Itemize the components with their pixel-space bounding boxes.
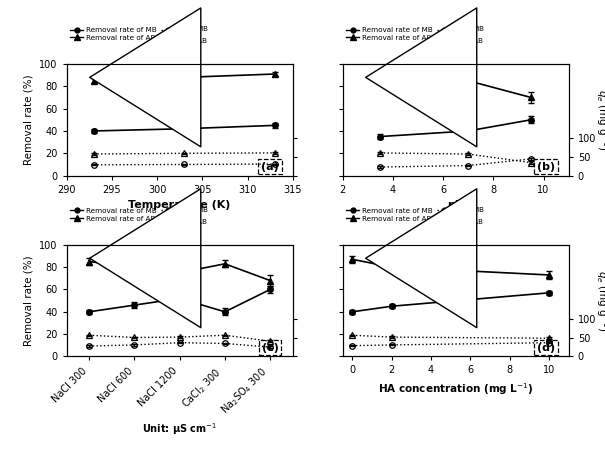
X-axis label: HA concentration (mg L$^{-1}$): HA concentration (mg L$^{-1}$): [378, 381, 534, 397]
Y-axis label: $q_e$ (mg g$^{-1}$): $q_e$ (mg g$^{-1}$): [594, 89, 605, 150]
Y-axis label: Removal rate (%): Removal rate (%): [24, 255, 34, 346]
Legend: Removal rate of MB, Removal rate of AB, $q_e$ of MB, $q_e$ of AB: Removal rate of MB, Removal rate of AB, …: [346, 206, 485, 228]
X-axis label: pH: pH: [447, 200, 464, 210]
Y-axis label: Removal rate (%): Removal rate (%): [24, 74, 34, 165]
Legend: Removal rate of MB, Removal rate of AB, $q_e$ of MB, $q_e$ of AB: Removal rate of MB, Removal rate of AB, …: [70, 206, 209, 228]
X-axis label: Temperature (K): Temperature (K): [128, 200, 231, 210]
Text: (c): (c): [262, 343, 278, 352]
Text: (a): (a): [261, 162, 279, 172]
Legend: Removal rate of MB, Removal rate of AB, $q_e$ of MB, $q_e$ of AB: Removal rate of MB, Removal rate of AB, …: [70, 25, 209, 47]
Text: (b): (b): [537, 162, 555, 172]
Text: Unit: μS cm$^{-1}$: Unit: μS cm$^{-1}$: [142, 421, 217, 437]
Legend: Removal rate of MB, Removal rate of AB, $q_e$ of MB, $q_e$ of AB: Removal rate of MB, Removal rate of AB, …: [346, 25, 485, 47]
Text: (d): (d): [537, 343, 555, 352]
Y-axis label: $q_e$ (mg g$^{-1}$): $q_e$ (mg g$^{-1}$): [594, 270, 605, 331]
